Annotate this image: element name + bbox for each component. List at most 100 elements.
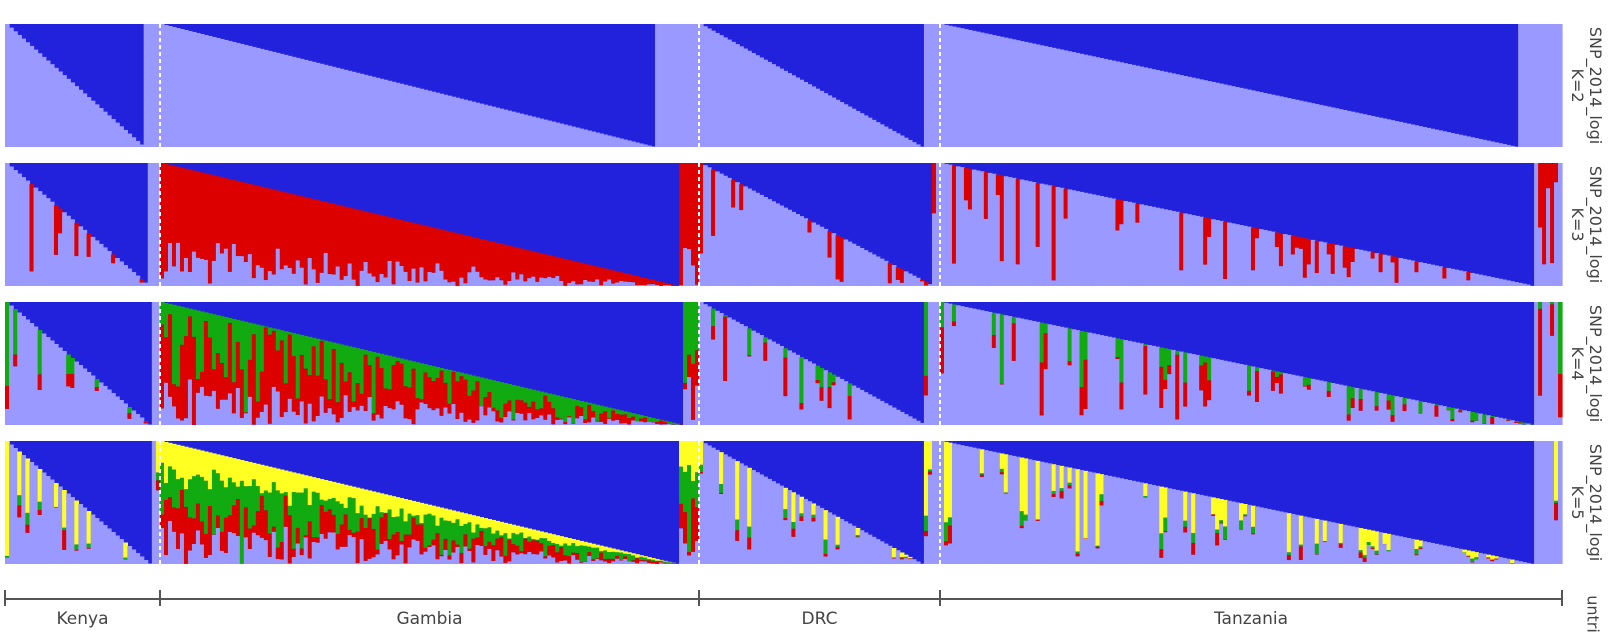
sample-bar-segment (683, 543, 688, 564)
sample-bar-segment (1394, 396, 1400, 425)
sample-bar-segment (431, 91, 437, 147)
sample-bar-segment (275, 558, 281, 564)
sample-bar-segment (171, 165, 177, 267)
sample-bar-segment (715, 310, 720, 425)
sample-bar-segment (839, 281, 845, 286)
sample-bar-segment (1490, 560, 1495, 562)
sample-bar-segment (639, 421, 644, 425)
sample-bar-segment (539, 391, 544, 409)
sample-bar-segment (1195, 494, 1200, 564)
sample-bar-segment (179, 477, 185, 490)
sample-bar-segment (163, 482, 169, 500)
sample-bar-segment (151, 302, 157, 425)
sample-bar-segment (1019, 525, 1025, 529)
sample-bar-segment (303, 368, 309, 424)
sample-bar-segment (1187, 76, 1192, 147)
sample-bar-segment (203, 259, 209, 286)
sample-bar-segment (1506, 420, 1511, 422)
sample-bar-segment (495, 538, 500, 551)
sample-bar-segment (415, 409, 421, 425)
sample-bar-segment (899, 269, 905, 283)
sample-bar-segment (467, 419, 473, 425)
sample-bar-segment (1107, 59, 1113, 148)
sample-bar-segment (1247, 89, 1252, 147)
sample-bar-segment (1306, 102, 1312, 147)
sample-bar-segment (1302, 385, 1308, 387)
sample-bar-segment (543, 538, 548, 557)
sample-bar-segment (1390, 395, 1396, 416)
sample-bar-segment (963, 445, 969, 564)
sample-bar-segment (635, 563, 640, 564)
sample-bar-segment (239, 182, 245, 257)
sample-bar-segment (783, 396, 788, 425)
sample-bar-segment (887, 128, 893, 147)
sample-bar-segment (940, 373, 945, 425)
sample-bar-segment (1414, 272, 1420, 286)
sample-bar-segment (423, 551, 429, 564)
sample-bar-segment (543, 558, 548, 564)
sample-bar-segment (191, 476, 197, 519)
sample-bar-segment (1550, 163, 1555, 264)
sample-bar-segment (579, 407, 584, 416)
sample-bar-segment (603, 546, 608, 551)
sample-bar-segment (695, 540, 700, 564)
sample-bar-segment (1211, 514, 1216, 516)
sample-bar-segment (151, 163, 157, 286)
sample-bar-segment (311, 491, 317, 538)
sample-bar-segment (1243, 364, 1248, 425)
sample-bar-segment (523, 281, 528, 286)
sample-bar-segment (915, 420, 921, 425)
sample-bar-segment (1227, 361, 1232, 425)
sample-bar-segment (1322, 381, 1328, 425)
sample-bar-segment (1159, 557, 1164, 564)
sample-bar-segment (1326, 521, 1332, 564)
sample-bar-segment (1514, 421, 1519, 422)
sample-bar-segment (623, 273, 628, 282)
sample-bar-segment (1035, 520, 1041, 564)
sample-bar-segment (351, 498, 357, 533)
sample-bar-segment (1526, 562, 1531, 564)
sample-bar-segment (1227, 500, 1232, 564)
sample-bar-segment (1063, 218, 1069, 286)
sample-bar-segment (367, 490, 373, 518)
sample-bar-segment (947, 164, 953, 286)
sample-bar-segment (383, 540, 389, 564)
sample-bar-segment (719, 492, 724, 494)
sample-bar-segment (29, 45, 35, 147)
sample-bar-segment (1350, 407, 1356, 425)
sample-bar-segment (447, 231, 453, 283)
sample-bar-segment (607, 135, 612, 147)
sample-bar-segment (1262, 368, 1268, 425)
sample-bar-segment (25, 180, 31, 286)
sample-bar-segment (1338, 245, 1344, 286)
sample-bar-segment (451, 96, 457, 147)
sample-bar-segment (335, 402, 341, 423)
sample-bar-segment (835, 544, 841, 547)
sample-bar-segment (1079, 470, 1085, 564)
sample-bar-segment (1071, 468, 1077, 564)
sample-bar-segment (363, 410, 369, 425)
sample-bar-segment (591, 281, 596, 286)
sample-bar-segment (1386, 119, 1392, 147)
sample-bar-segment (1470, 137, 1475, 147)
sample-bar-segment (1183, 406, 1188, 425)
sample-bar-segment (1306, 384, 1312, 390)
sample-bar-segment (251, 46, 257, 147)
sample-bar-segment (1434, 404, 1439, 406)
sample-bar-segment (695, 507, 700, 541)
sample-bar-segment (851, 108, 857, 147)
sample-bar-segment (355, 410, 361, 425)
sample-bar-segment (483, 554, 488, 564)
sample-bar-segment (683, 247, 688, 286)
sample-bar-segment (1235, 502, 1240, 564)
sample-bar-segment (1514, 421, 1519, 423)
sample-bar-segment (1534, 163, 1539, 286)
sample-bar-segment (715, 32, 720, 147)
sample-bar-segment (231, 458, 237, 483)
sample-bar-segment (663, 420, 668, 422)
sample-bar-segment (719, 313, 724, 425)
sample-bar-segment (459, 512, 465, 526)
sample-bar-segment (1147, 205, 1152, 286)
sample-bar-segment (1207, 380, 1212, 401)
sample-bar-segment (295, 543, 301, 564)
